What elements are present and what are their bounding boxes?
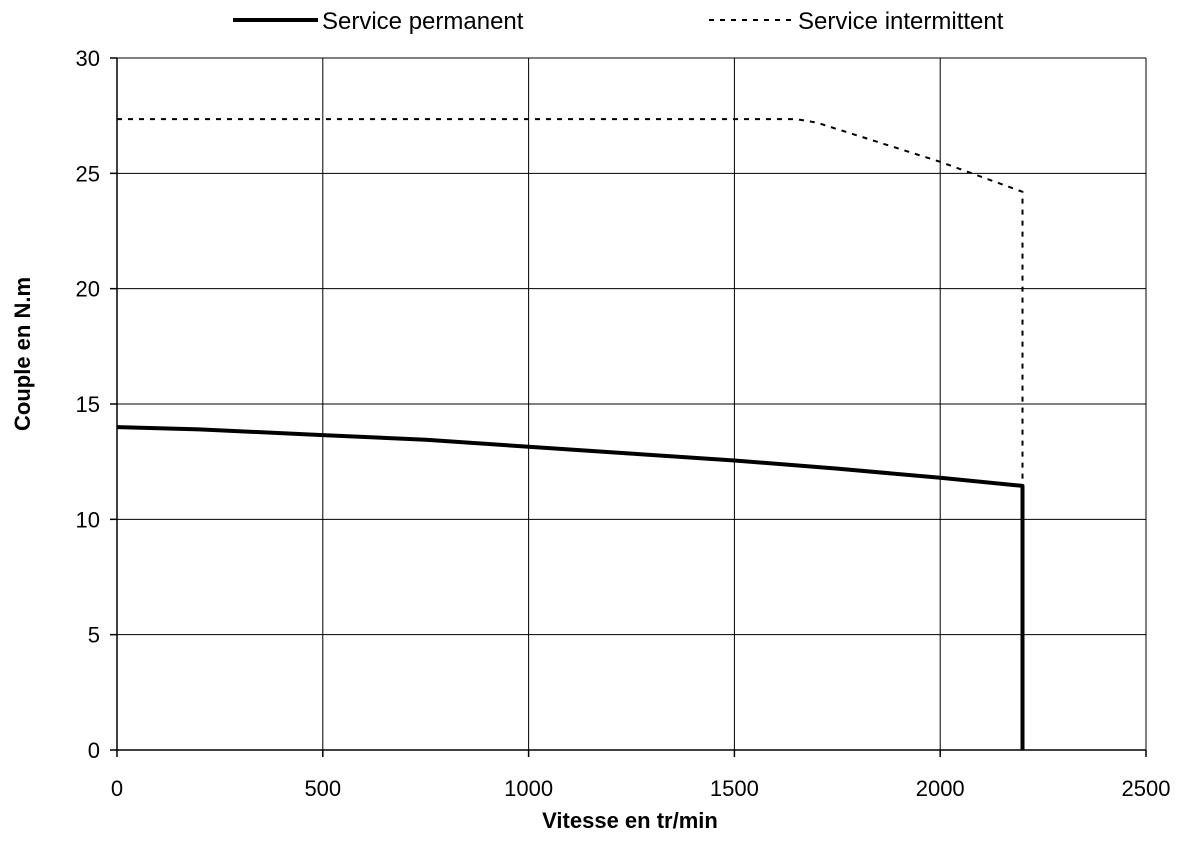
series	[116, 118, 1025, 750]
y-tick-label: 20	[76, 277, 100, 302]
series-line-intermittent	[117, 118, 1024, 486]
x-axis-title: Vitesse en tr/min	[542, 808, 718, 833]
x-tick-label: 2500	[1122, 776, 1171, 801]
y-tick-label: 25	[76, 161, 100, 186]
legend: Service permanent Service intermittent	[233, 8, 1004, 35]
grid	[117, 57, 1147, 750]
x-tick-label: 2000	[916, 776, 965, 801]
series-line-permanent	[116, 425, 1025, 750]
y-tick-label: 15	[76, 392, 100, 417]
y-tick-label: 10	[76, 507, 100, 532]
y-axis-ticks: 0 5 10 15 20 25 30	[76, 46, 117, 763]
y-tick-label: 30	[76, 46, 100, 71]
x-tick-label: 0	[111, 776, 123, 801]
legend-permanent-label: Service permanent	[322, 8, 524, 35]
y-axis-title: Couple en N.m	[10, 277, 35, 431]
x-tick-label: 1000	[504, 776, 553, 801]
x-tick-label: 500	[304, 776, 341, 801]
x-axis-ticks: 0 500 1000 1500 2000 2500	[111, 750, 1171, 801]
y-tick-label: 0	[88, 738, 100, 763]
x-tick-label: 1500	[710, 776, 759, 801]
legend-intermittent-label: Service intermittent	[798, 8, 1004, 35]
y-tick-label: 5	[88, 623, 100, 648]
